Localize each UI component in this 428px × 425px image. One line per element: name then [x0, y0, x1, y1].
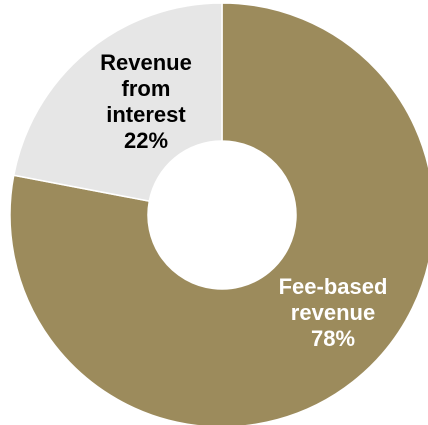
slice-label-line: Revenue	[100, 50, 192, 75]
slice-label-1: Revenue from interest 22%	[100, 50, 192, 153]
slice-label-line: revenue	[291, 300, 375, 325]
slice-label-0: Fee-based revenue 78%	[279, 274, 388, 351]
slice-label-line: interest	[106, 102, 186, 127]
slice-1	[12, 2, 223, 203]
slice-0	[9, 2, 428, 425]
slice-value-label: 22%	[124, 128, 168, 153]
slice-label-line: Fee-based	[279, 274, 388, 299]
slice-label-line: from	[122, 76, 171, 101]
slices-group	[9, 2, 428, 425]
slice-value-label: 78%	[311, 326, 355, 351]
labels-group: Fee-based revenue 78% Revenue from interest 22…	[100, 50, 387, 351]
